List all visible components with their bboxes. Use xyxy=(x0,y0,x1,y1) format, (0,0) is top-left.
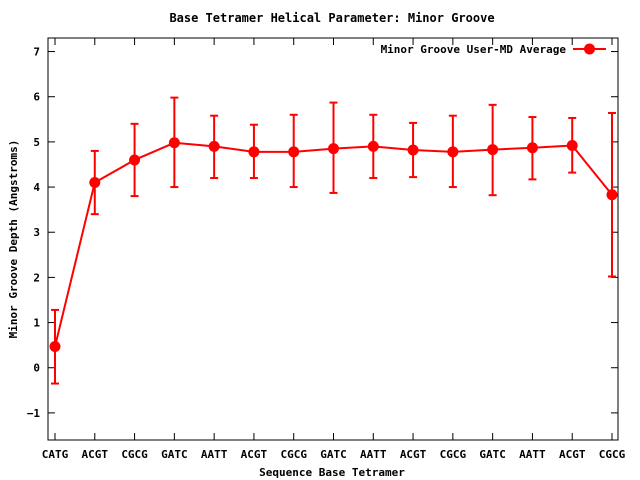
legend-marker xyxy=(584,43,595,55)
data-point xyxy=(407,144,419,156)
data-point xyxy=(526,142,538,154)
x-tick-label: CATG xyxy=(42,448,69,461)
data-point xyxy=(606,189,618,201)
data-point xyxy=(208,140,220,152)
series-group xyxy=(49,96,618,385)
y-tick-label: 1 xyxy=(33,317,40,330)
data-point xyxy=(367,140,379,152)
x-tick-label: ACGT xyxy=(559,448,586,461)
x-tick-label: GATC xyxy=(320,448,347,461)
plot-border xyxy=(47,37,619,441)
axis-ticks: −1 0 1 2 3 4 5 6 7 CATG ACGT CGCG GATC AATT ACGT CGCG GA… xyxy=(27,38,626,461)
data-point xyxy=(129,154,141,166)
data-point xyxy=(487,144,499,156)
data-point xyxy=(89,177,101,189)
chart-title: Base Tetramer Helical Parameter: Minor G… xyxy=(169,11,494,25)
data-point xyxy=(328,143,339,155)
x-axis-label: Sequence Base Tetramer xyxy=(259,466,405,479)
x-tick-label: AATT xyxy=(519,448,546,461)
y-tick-label: 7 xyxy=(33,46,40,59)
x-tick-label: CGCG xyxy=(280,448,307,461)
y-tick-label: 4 xyxy=(33,181,40,194)
y-tick-label: 0 xyxy=(33,362,40,375)
data-point xyxy=(168,137,180,149)
y-tick-label: 5 xyxy=(33,136,40,149)
y-tick-label: 2 xyxy=(33,271,40,284)
legend: Minor Groove User-MD Average xyxy=(381,43,606,56)
y-tick-label: −1 xyxy=(27,407,41,420)
x-tick-label: AATT xyxy=(201,448,228,461)
data-point xyxy=(248,146,260,158)
y-axis-label: Minor Groove Depth (Angstroms) xyxy=(7,140,20,339)
x-tick-label: ACGT xyxy=(400,448,427,461)
x-tick-label: CGCG xyxy=(440,448,467,461)
legend-label: Minor Groove User-MD Average xyxy=(381,43,567,56)
x-tick-label: GATC xyxy=(161,448,188,461)
x-tick-label: AATT xyxy=(360,448,387,461)
data-point xyxy=(288,146,300,158)
y-tick-label: 3 xyxy=(33,226,40,239)
data-point xyxy=(566,140,578,152)
x-tick-label: CGCG xyxy=(121,448,148,461)
x-tick-label: ACGT xyxy=(82,448,109,461)
y-tick-label: 6 xyxy=(33,91,40,104)
data-point xyxy=(49,341,61,353)
x-tick-label: ACGT xyxy=(241,448,268,461)
x-tick-label: GATC xyxy=(479,448,506,461)
x-tick-label: CGCG xyxy=(599,448,626,461)
data-point xyxy=(447,146,459,158)
